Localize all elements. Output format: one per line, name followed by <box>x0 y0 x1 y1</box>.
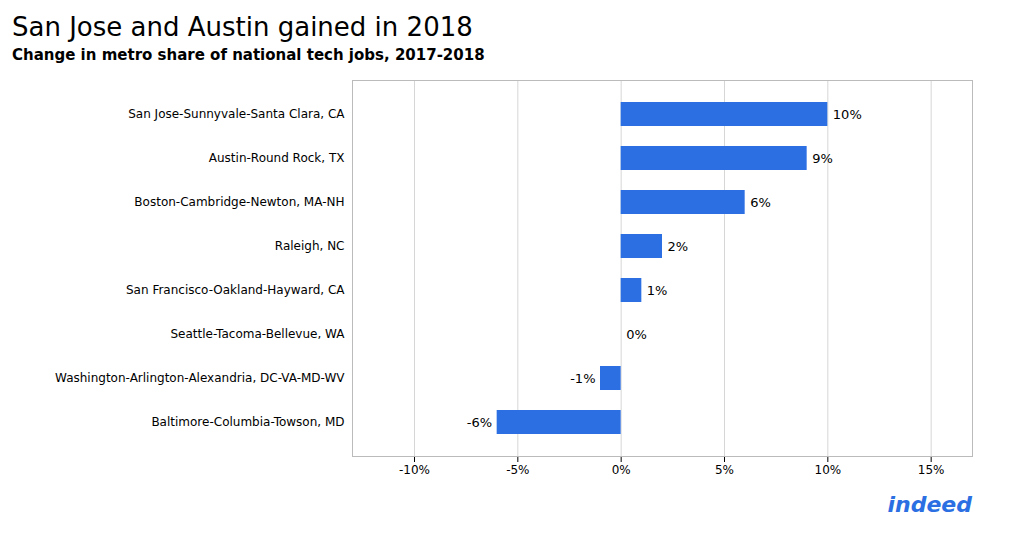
svg-text:-1%: -1% <box>570 371 595 386</box>
svg-text:Washington-Arlington-Alexandri: Washington-Arlington-Alexandria, DC-VA-M… <box>55 371 345 385</box>
svg-text:-10%: -10% <box>399 463 430 477</box>
svg-text:10%: 10% <box>814 463 841 477</box>
svg-text:San Jose-Sunnyvale-Santa Clara: San Jose-Sunnyvale-Santa Clara, CA <box>128 107 345 121</box>
svg-text:-6%: -6% <box>467 415 492 430</box>
svg-text:Boston-Cambridge-Newton, MA-NH: Boston-Cambridge-Newton, MA-NH <box>134 195 344 209</box>
html-text:San Jose and Austin gained in: San Jose and Austin gained in 2018 <box>12 12 473 42</box>
svg-text:6%: 6% <box>750 195 771 210</box>
svg-text:-5%: -5% <box>506 463 529 477</box>
svg-text:Baltimore-Columbia-Towson, MD: Baltimore-Columbia-Towson, MD <box>151 415 344 429</box>
svg-text:2%: 2% <box>668 239 689 254</box>
svg-text:10%: 10% <box>833 107 862 122</box>
svg-text:San Francisco-Oakland-Hayward,: San Francisco-Oakland-Hayward, CA <box>126 283 345 297</box>
svg-text:Austin-Round Rock, TX: Austin-Round Rock, TX <box>209 151 345 165</box>
svg-text:0%: 0% <box>626 327 647 342</box>
html-text:indeed: indeed <box>887 492 972 517</box>
html-text:Change in metro share of natio: Change in metro share of national tech j… <box>12 46 485 64</box>
svg-text:Raleigh, NC: Raleigh, NC <box>275 239 345 253</box>
svg-text:9%: 9% <box>812 151 833 166</box>
svg-text:1%: 1% <box>647 283 668 298</box>
svg-text:Seattle-Tacoma-Bellevue, WA: Seattle-Tacoma-Bellevue, WA <box>170 327 345 341</box>
svg-text:0%: 0% <box>612 463 631 477</box>
svg-text:5%: 5% <box>715 463 734 477</box>
svg-text:15%: 15% <box>918 463 945 477</box>
